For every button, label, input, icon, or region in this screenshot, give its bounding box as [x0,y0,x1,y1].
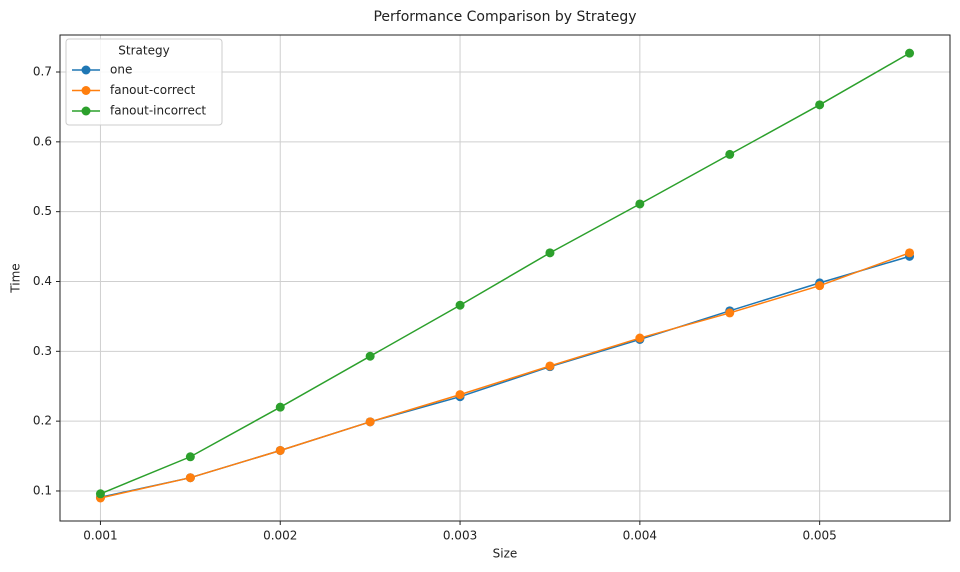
legend-marker [81,65,91,75]
data-point [365,351,375,361]
x-tick-label: 0.005 [802,529,836,543]
data-point [635,199,645,209]
data-point [275,445,285,455]
legend-label: fanout-correct [110,83,195,97]
y-tick-label: 0.7 [33,65,52,79]
data-point [95,489,105,499]
legend-marker [81,86,91,95]
data-point [545,361,555,371]
x-tick-label: 0.003 [443,529,477,543]
data-point [905,248,915,258]
legend-title: Strategy [118,44,169,58]
data-point [365,417,375,427]
plot-frame [59,34,951,522]
chart-title: Performance Comparison by Strategy [373,9,636,25]
series-line [100,255,910,498]
data-point [635,333,645,343]
series-line [100,52,910,495]
x-tick-label: 0.002 [263,529,297,543]
x-tick-label: 0.001 [83,529,117,543]
data-point [455,300,465,310]
y-tick-label: 0.3 [33,344,52,358]
data-point [185,473,195,483]
legend-label: one [110,63,132,77]
legend-box [65,38,223,126]
series-line [100,252,910,499]
data-point [815,281,825,291]
y-tick-label: 0.1 [33,483,52,497]
x-axis-label: Size [493,547,518,561]
data-point [725,149,735,159]
y-tick-label: 0.6 [33,134,52,148]
legend-marker [81,106,91,116]
data-point [455,390,465,400]
data-point [905,48,915,58]
data-point [275,402,285,412]
data-point [725,308,735,318]
x-tick-label: 0.004 [623,529,657,543]
data-point [815,100,825,110]
legend: Strategy one fanout-correct fanout-incorrec… [65,38,223,126]
y-axis-label: Time [9,263,23,293]
legend-label: fanout-incorrect [110,104,206,118]
y-tick-label: 0.5 [33,204,52,218]
y-tick-label: 0.4 [33,274,52,288]
data-point [545,248,555,258]
data-point [185,452,195,462]
y-tick-label: 0.2 [33,414,52,428]
